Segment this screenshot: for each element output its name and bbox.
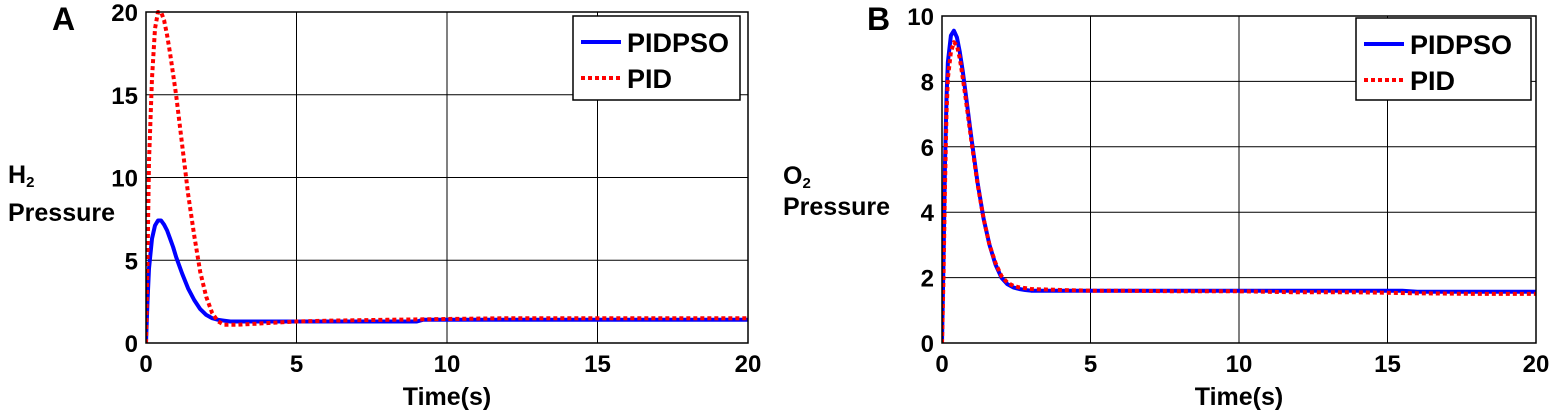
legend: PIDPSO PID: [1355, 17, 1532, 101]
y-tick-label: 0: [125, 331, 138, 358]
legend: PIDPSO PID: [572, 15, 741, 101]
y-axis-label-species: H2: [8, 161, 34, 191]
panel-label: A: [52, 1, 75, 37]
y-tick-label: 20: [111, 0, 138, 27]
y-axis-label-species: O2: [783, 162, 811, 192]
x-tick-label: 5: [290, 351, 303, 378]
y-tick-label: 5: [125, 248, 138, 275]
legend-label-pidpso: PIDPSO: [1410, 30, 1512, 60]
panel-b: 0 5 10 15 200246810Time(s)O2PressureBPIDPSOP…: [783, 1, 1549, 411]
x-axis-label: Time(s): [403, 383, 491, 411]
y-tick-label: 10: [111, 166, 138, 193]
x-axis-label: Time(s): [1195, 383, 1283, 411]
x-tick-label: 0: [935, 351, 948, 378]
series-line-pid: [942, 40, 1536, 343]
y-tick-label: 15: [111, 83, 138, 110]
legend-label-pid: PID: [627, 64, 672, 94]
axes-frame: [941, 15, 1537, 344]
x-tick-label: 20: [735, 351, 762, 378]
legend-label-pidpso: PIDPSO: [627, 28, 729, 58]
y-tick-label: 2: [921, 266, 934, 293]
x-tick-label: 15: [584, 351, 611, 378]
x-tick-label: 15: [1374, 351, 1401, 378]
x-tick-label: 5: [1084, 351, 1097, 378]
x-tick-label: 20: [1523, 351, 1550, 378]
legend-box: [572, 15, 741, 101]
panel-a: 0 5 10 15 20 0 5 10 15 20 Time(s) H2 Pressure A PIDPSO…: [8, 0, 761, 411]
legend-label-pid: PID: [1410, 66, 1455, 96]
y-tick-label: 8: [921, 69, 934, 96]
x-tick-label: 10: [434, 351, 461, 378]
y-tick-label: 4: [921, 200, 935, 227]
legend-box: [1355, 17, 1532, 101]
y-axis-label-pressure: Pressure: [783, 193, 890, 221]
y-axis-label-pressure: Pressure: [8, 199, 115, 227]
panel-label: B: [867, 1, 890, 37]
axes-frame: [145, 11, 749, 344]
y-tick-label: 6: [921, 135, 934, 162]
y-tick-label: 0: [921, 331, 934, 358]
y-tick-label: 10: [907, 4, 934, 31]
x-tick-label: 0: [139, 351, 152, 378]
x-tick-label: 10: [1226, 351, 1253, 378]
